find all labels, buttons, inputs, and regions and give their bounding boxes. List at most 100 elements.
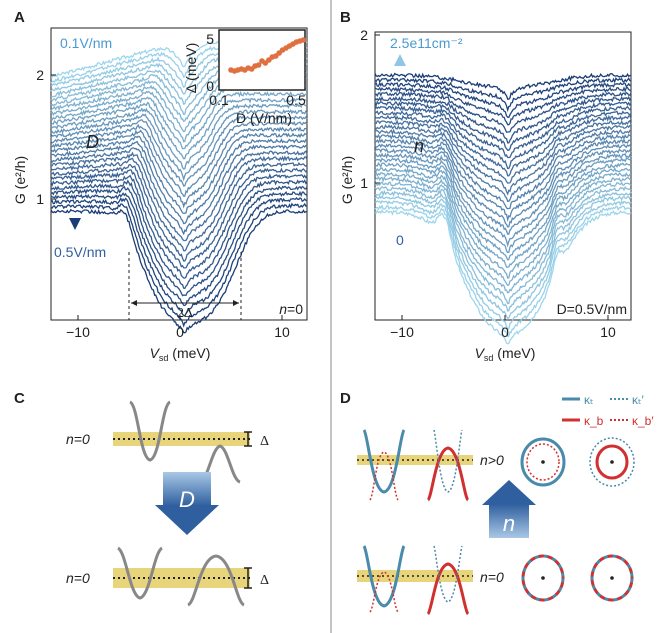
inset-xlabel: D (V/nm) (236, 110, 292, 126)
panel-d-bottom-row-label: n=0 (480, 569, 504, 585)
panel-d-top-contours (520, 437, 635, 487)
panel-b-label: B (340, 9, 351, 26)
panel-d-arrow-label: n (503, 511, 515, 536)
conductance-curve (50, 120, 308, 197)
conductance-curve (50, 155, 308, 252)
inset-ytick-0: 0 (206, 78, 214, 94)
conductance-curve (374, 209, 632, 345)
conductance-curve (374, 195, 632, 319)
conductance-curve (50, 144, 308, 236)
panel-a-label: A (14, 9, 25, 26)
inset-xtick-0.5: 0.5 (286, 92, 306, 108)
conductance-curve (374, 162, 632, 261)
panel-b-xtick-neg10: −10 (390, 324, 414, 340)
conductance-curve (50, 126, 308, 209)
conductance-curve (374, 91, 632, 133)
panel-b-corner-label: D=0.5V/nm (557, 301, 627, 317)
legend-kb: κ_b (584, 414, 604, 428)
conductance-curve (50, 150, 308, 242)
panel-a-gap-label: 2Δ (177, 306, 193, 321)
panel-c-top-band (113, 400, 252, 484)
panel-b-ytick-2: 2 (360, 27, 368, 43)
conductance-curve (374, 133, 632, 210)
conductance-curve (50, 185, 308, 297)
panel-c-bottom-band (113, 546, 252, 607)
conductance-curve (374, 181, 632, 294)
legend-kt-prime: κₜ′ (632, 393, 645, 407)
conductance-curve (50, 197, 308, 317)
inset-ytick-5: 5 (206, 31, 214, 47)
inset-ylabel: Δ (meV) (183, 43, 199, 94)
conductance-curve (374, 175, 632, 287)
panel-d-top-bands (357, 429, 473, 502)
panel-a-inset-points (228, 37, 307, 74)
panel-b-xtick-0: 0 (501, 324, 509, 340)
conductance-curve (50, 167, 308, 269)
panel-c-bottom-row-label: n=0 (66, 570, 90, 586)
panel-c-d-arrow (155, 472, 219, 535)
legend-kb-prime: κ_b′ (632, 414, 654, 428)
panel-c-label: C (14, 390, 25, 407)
panel-a-xlabel: Vsd (meV) (150, 345, 211, 363)
panel-d-bottom-bands (357, 545, 473, 616)
panel-b-curves (374, 72, 632, 345)
conductance-curve (50, 208, 308, 334)
conductance-curve (50, 179, 308, 290)
conductance-curve (374, 72, 632, 100)
panel-a-corner-label: n=0 (279, 301, 303, 317)
conductance-curve (374, 166, 632, 268)
conductance-curve (50, 108, 308, 182)
panel-b-bottom-label: 0 (396, 232, 404, 248)
conductance-curve (374, 152, 632, 248)
inset-data-point (300, 37, 307, 43)
inset-xtick-0.1: 0.1 (209, 92, 229, 108)
conductance-curve (374, 157, 632, 254)
conductance-curve (374, 137, 632, 223)
panel-a-top-label: 0.1V/nm (60, 35, 112, 51)
panel-b-top-label: 2.5e11cm⁻² (390, 35, 463, 51)
panel-b-ylabel: G (e²/h) (339, 156, 355, 204)
conductance-curve (374, 124, 632, 196)
conductance-curve (374, 81, 632, 119)
conductance-curve (50, 161, 308, 262)
conductance-curve (374, 204, 632, 338)
panel-a-arrow-label: D (86, 132, 99, 152)
conductance-curve (374, 199, 632, 331)
panel-c-bottom-gap: Δ (260, 573, 269, 588)
conductance-curve (50, 103, 308, 170)
panel-b-ytick-1: 1 (360, 175, 368, 191)
conductance-curve (50, 190, 308, 307)
panel-b-xlabel: Vsd (meV) (475, 345, 536, 363)
conductance-curve (374, 86, 632, 126)
conductance-curve (50, 97, 308, 160)
panel-b-xtick-10: 10 (600, 324, 616, 340)
panel-b-arrow-label: n (414, 136, 424, 156)
conductance-curve (50, 173, 308, 279)
panel-d-n-arrow (482, 480, 536, 538)
conductance-curve (50, 90, 308, 150)
conductance-curve (50, 114, 308, 187)
panel-a-bottom-label: 0.5V/nm (54, 244, 106, 260)
conductance-curve (374, 128, 632, 202)
conductance-curve (50, 202, 308, 328)
conductance-curve (50, 132, 308, 214)
conductance-curve (375, 119, 632, 184)
conductance-curve (374, 185, 632, 305)
conductance-curve (374, 171, 631, 279)
panel-a-xtick-0: 0 (176, 324, 184, 340)
inset-data-point (255, 62, 262, 68)
conductance-curve (374, 100, 632, 151)
conductance-curve (374, 110, 632, 170)
panel-a-ylabel: G (e²/h) (12, 156, 28, 204)
legend-kt: κₜ (584, 393, 594, 407)
conductance-curve (374, 147, 632, 235)
panel-c-arrow-label: D (179, 487, 195, 512)
panel-a-xtick-10: 10 (274, 324, 290, 340)
conductance-curve (374, 77, 632, 113)
panel-c-top-gap: Δ (260, 434, 269, 449)
conductance-curve (374, 95, 632, 144)
panel-d-bottom-contours (521, 554, 634, 602)
panel-d-legend (562, 397, 628, 422)
panel-d-top-row-label: n>0 (480, 452, 504, 468)
